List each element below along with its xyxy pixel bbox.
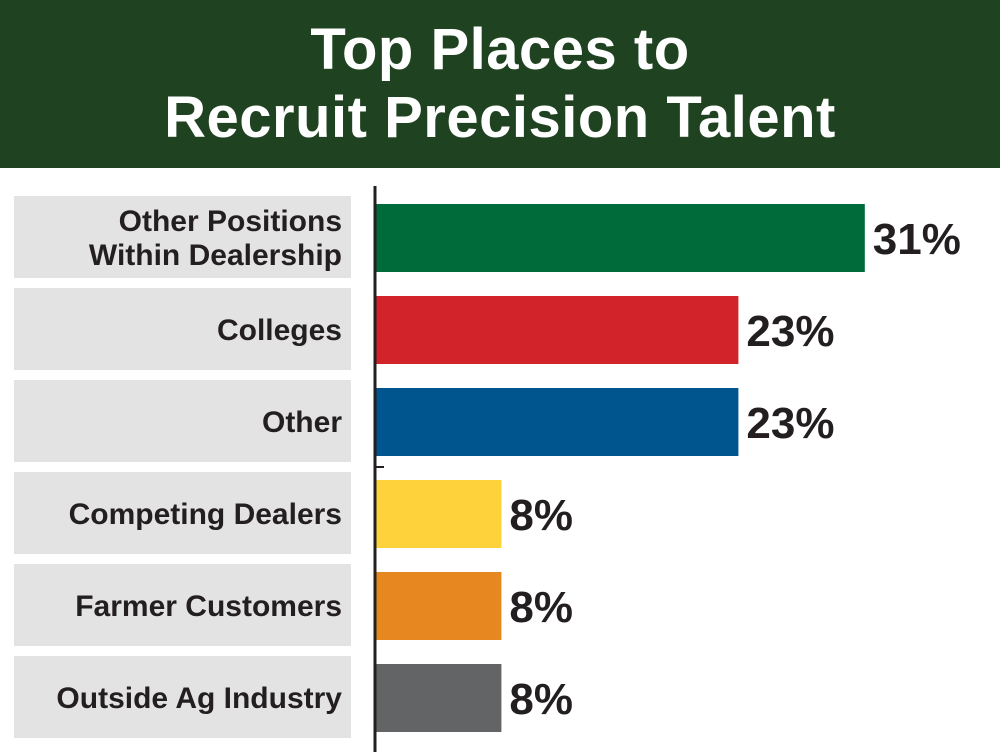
category-label: Other [262,406,342,439]
category-label: Other Positions [119,205,342,238]
value-label: 8% [509,675,573,724]
bar [375,204,865,272]
bar [375,388,739,456]
category-label-box [14,380,351,462]
chart-title-line-2: Recruit Precision Talent [164,85,836,150]
chart-header: Top Places to Recruit Precision Talent [0,0,1000,168]
value-label: 8% [509,583,573,632]
category-label-box [14,288,351,370]
value-label: 23% [746,307,834,356]
value-label: 23% [746,399,834,448]
bar [375,480,502,548]
bar [375,664,502,732]
category-label-box [14,656,351,738]
category-label: Outside Ag Industry [56,682,342,715]
category-label-box [14,564,351,646]
value-label: 8% [509,491,573,540]
value-label: 31% [873,215,961,264]
category-label: Farmer Customers [75,590,342,623]
category-label: Within Dealership [89,239,342,272]
category-label: Competing Dealers [69,498,342,531]
category-label-box [14,472,351,554]
bar [375,572,502,640]
category-label: Colleges [217,314,342,347]
chart-title-line-1: Top Places to [310,17,690,82]
category-label-box [14,196,351,278]
bar [375,296,739,364]
